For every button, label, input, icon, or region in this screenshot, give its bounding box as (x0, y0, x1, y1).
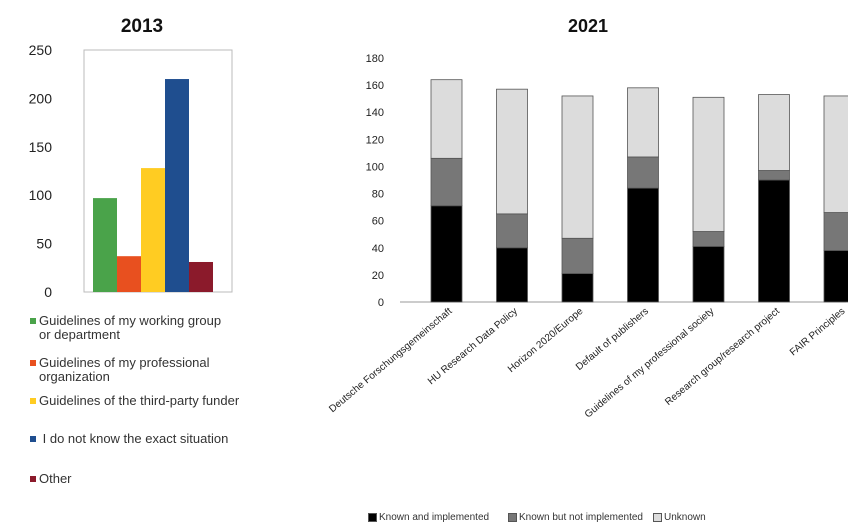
chart-2021-bar-segment (758, 179, 790, 303)
chart-2013-legend-swatch (30, 398, 36, 404)
chart-2013-legend-label: I do not know the exact situation (39, 431, 229, 446)
chart-2013-bar (141, 168, 165, 292)
chart-2013-bar (93, 198, 117, 292)
chart-2021-bar-segment (627, 156, 659, 189)
chart-2013-title: 2013 (121, 16, 163, 37)
chart-2021-y-tick-label: 100 (366, 161, 384, 173)
chart-2013-legend-label: Guidelines of my working group or departm… (39, 314, 221, 342)
chart-2021-bar-segment (823, 212, 848, 251)
chart-2021-title: 2021 (568, 16, 608, 36)
chart-2013: 2013 0 50 100 150 200 250 (29, 16, 233, 300)
chart-2013-legend-label-line: or department (39, 327, 120, 342)
chart-2021-legend-item: Known and implemented (368, 512, 489, 523)
chart-2021-bar-segment (430, 79, 463, 159)
chart-2021-x-tick-label: Default of publishers (574, 306, 651, 373)
chart-2021-legend-label: Known but not implemented (519, 512, 643, 523)
chart-2013-legend-item: Guidelines of my professional organizatio… (30, 356, 210, 384)
chart-2021-bar-segment (496, 247, 528, 303)
chart-2013-legend-item: Other (30, 472, 72, 486)
chart-2021-bar-segment (430, 205, 463, 303)
chart-2013-legend-item: Guidelines of the third-party funder (30, 394, 239, 408)
chart-2021-bar-segment (561, 237, 594, 274)
chart-2021-legend-item: Known but not implemented (508, 512, 643, 523)
chart-2021-y-tick-label: 180 (366, 53, 384, 65)
chart-2021-bar-segment (627, 187, 659, 303)
chart-2013-y-tick-label: 100 (29, 187, 53, 203)
chart-2021-bar-segment (823, 250, 848, 303)
chart-2021: 2021 0 20 40 60 80 100 120 140 160 180 Deutsche F… (327, 16, 848, 421)
chart-2013-legend-label: Guidelines of the third-party funder (39, 394, 239, 408)
chart-2013-y-tick-label: 50 (36, 236, 52, 252)
chart-2021-bar-segment (692, 96, 725, 232)
chart-2021-y-tick-label: 120 (366, 134, 384, 146)
chart-2013-legend-item: Guidelines of my working group or departm… (30, 314, 221, 342)
chart-2021-legend-swatch (508, 513, 517, 522)
chart-2021-y-tick-label: 60 (372, 216, 384, 228)
chart-2021-x-tick-label: Research group/research project (663, 306, 782, 408)
chart-2013-bar (189, 261, 213, 292)
chart-2013-legend-label: Other (39, 472, 72, 486)
chart-2013-y-tick-label: 0 (44, 284, 52, 300)
chart-2021-bar-segment (692, 231, 725, 247)
chart-2013-bar (117, 256, 141, 292)
chart-2021-legend-label: Known and implemented (379, 512, 490, 523)
chart-2021-bar-segment (627, 87, 659, 158)
chart-2021-bar-segment (430, 157, 463, 207)
chart-2021-legend-swatch (368, 513, 377, 522)
chart-2021-x-tick-label: FAIR Principles (788, 306, 847, 358)
chart-2013-legend-label-line: Other (39, 471, 72, 486)
chart-2013-legend-label-line: organization (39, 369, 110, 384)
chart-2013-y-axis: 0 50 100 150 200 250 (29, 42, 233, 300)
chart-2013-bar (165, 79, 189, 292)
chart-2021-y-tick-label: 80 (372, 189, 384, 201)
chart-2021-y-tick-label: 0 (378, 297, 384, 309)
chart-2021-bar-segment (758, 170, 790, 181)
chart-2013-y-tick-label: 200 (29, 90, 53, 106)
chart-2021-legend-swatch (653, 513, 662, 522)
chart-2021-legend-item: Unknown (653, 512, 706, 523)
chart-2021-bar-segment (758, 94, 790, 171)
chart-2013-legend-label: Guidelines of my professional organizatio… (39, 356, 210, 384)
chart-2021-legend-label: Unknown (664, 512, 706, 523)
chart-2013-legend-label-line: Guidelines of the third-party funder (39, 393, 240, 408)
chart-2013-legend-label-line: I do not know the exact situation (39, 431, 229, 446)
chart-2021-y-tick-label: 160 (366, 80, 384, 92)
chart-2021-bar-segment (561, 273, 594, 303)
chart-2013-legend-swatch (30, 476, 36, 482)
chart-2021-bars (430, 79, 848, 303)
chart-2021-bar-segment (561, 95, 594, 239)
chart-2021-bar-segment (496, 88, 528, 215)
chart-2021-y-tick-label: 140 (366, 107, 384, 119)
chart-2021-bar-segment (823, 95, 848, 213)
chart-2021-x-tick-label: Deutsche Forschungsgemeinschaft (327, 306, 454, 415)
chart-2021-x-tick-label: Guidelines of my professional society (583, 306, 717, 421)
chart-2021-y-tick-label: 20 (372, 270, 384, 282)
chart-2013-legend-item: I do not know the exact situation (30, 432, 228, 446)
chart-2013-y-tick-label: 250 (29, 42, 53, 58)
chart-2013-legend-swatch (30, 436, 36, 442)
chart-2013-legend-swatch (30, 318, 36, 324)
chart-2013-bars (93, 79, 213, 292)
chart-2013-legend-label-line: Guidelines of my working group (39, 313, 222, 328)
chart-2013-y-tick-label: 150 (29, 139, 53, 155)
chart-2013-legend-swatch (30, 360, 36, 366)
chart-2021-bar-segment (692, 246, 725, 303)
chart-2021-bar-segment (496, 213, 528, 249)
chart-2021-y-tick-label: 40 (372, 243, 384, 255)
chart-2013-legend-label-line: Guidelines of my professional (39, 355, 210, 370)
